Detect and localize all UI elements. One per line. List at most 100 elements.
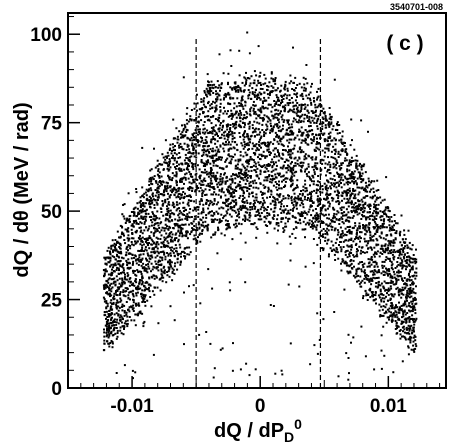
data-point: [139, 230, 142, 233]
data-point: [361, 200, 364, 203]
data-point: [415, 285, 417, 288]
data-point: [275, 112, 278, 115]
data-point: [257, 94, 260, 97]
data-point: [362, 295, 365, 297]
data-point: [196, 93, 198, 96]
data-point: [193, 228, 195, 231]
data-point: [174, 224, 177, 227]
data-point: [114, 247, 117, 250]
data-point: [145, 212, 148, 215]
data-point: [410, 279, 413, 282]
data-point: [121, 271, 124, 274]
data-point: [252, 203, 255, 205]
data-point: [238, 168, 241, 171]
data-point: [261, 100, 264, 103]
data-point: [276, 172, 279, 175]
data-point: [136, 288, 139, 291]
data-point: [202, 209, 205, 211]
data-point: [286, 87, 289, 90]
data-point: [317, 184, 319, 187]
data-point: [409, 287, 412, 290]
data-point: [199, 174, 202, 177]
data-point: [210, 103, 213, 105]
data-point: [281, 167, 284, 170]
data-point: [231, 209, 234, 212]
data-point: [409, 247, 412, 250]
data-point: [249, 206, 252, 209]
data-point: [214, 231, 217, 234]
data-point: [168, 203, 171, 206]
data-point: [312, 97, 315, 100]
data-point: [141, 246, 144, 249]
data-point: [159, 289, 162, 292]
data-point: [113, 256, 116, 259]
data-point: [169, 189, 172, 192]
data-point: [318, 236, 321, 239]
data-point: [231, 178, 234, 180]
data-point: [172, 157, 175, 160]
data-point: [120, 305, 123, 308]
data-point: [144, 286, 147, 289]
data-point: [228, 213, 231, 216]
data-point: [200, 100, 203, 103]
data-point: [252, 152, 255, 154]
data-point: [120, 332, 123, 335]
data-point: [351, 216, 354, 219]
data-point: [209, 155, 211, 158]
data-point: [105, 302, 108, 304]
data-point: [242, 179, 245, 182]
data-point: [205, 106, 207, 109]
data-point: [385, 256, 388, 259]
data-point: [132, 310, 135, 312]
data-point: [303, 83, 306, 86]
data-point: [408, 279, 411, 282]
data-point: [255, 143, 258, 146]
data-point: [402, 311, 405, 314]
data-point: [201, 229, 204, 231]
data-point: [193, 119, 196, 122]
data-point: [360, 168, 363, 171]
data-point: [403, 309, 406, 312]
data-point: [362, 226, 365, 229]
data-point: [249, 176, 252, 179]
data-point: [244, 117, 247, 120]
data-point: [413, 323, 416, 326]
data-point: [332, 182, 335, 185]
data-point: [238, 123, 241, 126]
data-point: [332, 166, 335, 169]
data-point: [282, 165, 285, 168]
data-point: [115, 306, 118, 309]
data-point: [140, 222, 143, 225]
data-point: [140, 215, 143, 218]
data-point: [213, 176, 216, 179]
data-point: [306, 97, 309, 100]
data-point: [234, 226, 237, 229]
data-point: [307, 120, 309, 122]
data-point: [397, 249, 400, 252]
data-point: [152, 178, 155, 181]
data-point: [295, 108, 298, 111]
data-point: [348, 162, 351, 165]
data-point: [403, 229, 406, 232]
data-point: [114, 291, 117, 294]
data-point: [304, 153, 307, 156]
data-point: [326, 233, 329, 236]
data-point: [339, 167, 342, 170]
data-point: [402, 293, 405, 296]
data-point: [209, 107, 212, 110]
data-point: [372, 253, 375, 256]
data-point: [168, 162, 171, 165]
data-point: [113, 313, 116, 316]
data-point: [282, 211, 285, 214]
data-point: [383, 312, 386, 315]
data-point: [135, 222, 138, 225]
data-point: [347, 191, 350, 194]
data-point: [373, 298, 376, 301]
data-point: [304, 223, 307, 226]
data-point: [178, 130, 181, 133]
data-point: [331, 128, 334, 131]
data-point: [140, 203, 143, 206]
data-point: [111, 272, 114, 274]
data-point: [254, 214, 257, 217]
data-point: [389, 274, 392, 277]
